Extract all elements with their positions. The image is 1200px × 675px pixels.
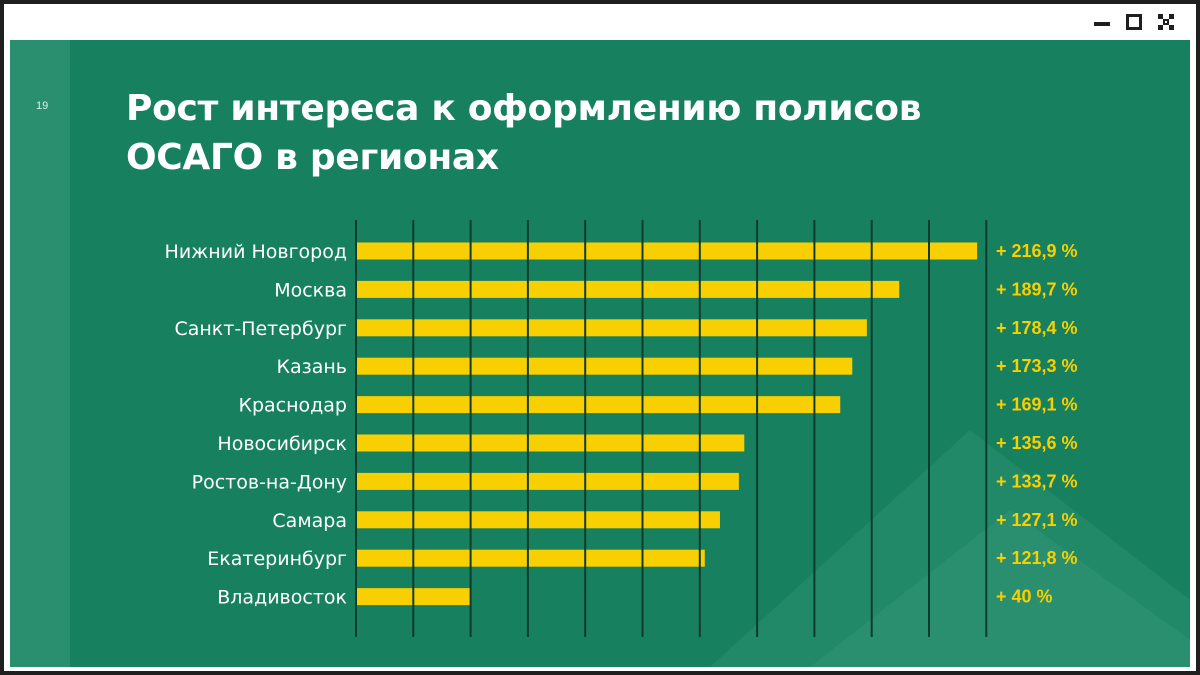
category-label: Новосибирск: [217, 433, 347, 455]
value-label: + 169,1 %: [996, 395, 1078, 415]
category-label: Краснодар: [238, 395, 347, 417]
value-label: + 189,7 %: [996, 279, 1078, 299]
title-line-1: Рост интереса к оформлению полисов: [126, 88, 922, 129]
value-label: + 121,8 %: [996, 548, 1078, 568]
value-label: + 135,6 %: [996, 433, 1078, 453]
bar: [356, 242, 978, 260]
bar: [356, 396, 841, 414]
title-bar: [4, 4, 1196, 38]
maximize-icon[interactable]: [1125, 13, 1143, 31]
category-label: Нижний Новгород: [165, 241, 347, 263]
category-label: Санкт-Петербург: [174, 318, 347, 340]
value-label: + 216,9 %: [996, 241, 1078, 261]
slide-title: Рост интереса к оформлению полисов ОСАГО…: [126, 84, 1026, 182]
presentation-slide: 19 Рост интереса к оформлению полисов ОС…: [10, 40, 1190, 667]
bar: [356, 549, 705, 567]
bar: [356, 434, 745, 452]
bar: [356, 357, 853, 375]
close-icon[interactable]: [1157, 13, 1175, 31]
bar: [356, 319, 867, 337]
category-label: Ростов-на-Дону: [192, 471, 347, 493]
background-decoration: [710, 430, 1190, 667]
title-line-2: ОСАГО в регионах: [126, 137, 499, 178]
category-label: Казань: [277, 356, 348, 378]
value-label: + 127,1 %: [996, 510, 1078, 530]
minimize-icon[interactable]: [1093, 13, 1111, 31]
value-label: + 133,7 %: [996, 471, 1078, 491]
value-label: + 173,3 %: [996, 356, 1078, 376]
category-label: Екатеринбург: [207, 548, 347, 570]
slide-side-strip: [10, 40, 70, 667]
category-label: Владивосток: [217, 587, 347, 609]
bar: [356, 511, 720, 529]
app-window: 19 Рост интереса к оформлению полисов ОС…: [4, 4, 1196, 671]
bar: [356, 280, 900, 298]
category-label: Москва: [274, 279, 347, 301]
page-number: 19: [36, 100, 49, 112]
bar-chart: Нижний Новгород + 216,9 % Москва + 189,7 % С…: [165, 220, 1078, 637]
value-label: + 40 %: [996, 587, 1053, 607]
category-label: Самара: [272, 510, 347, 532]
value-label: + 178,4 %: [996, 318, 1078, 338]
